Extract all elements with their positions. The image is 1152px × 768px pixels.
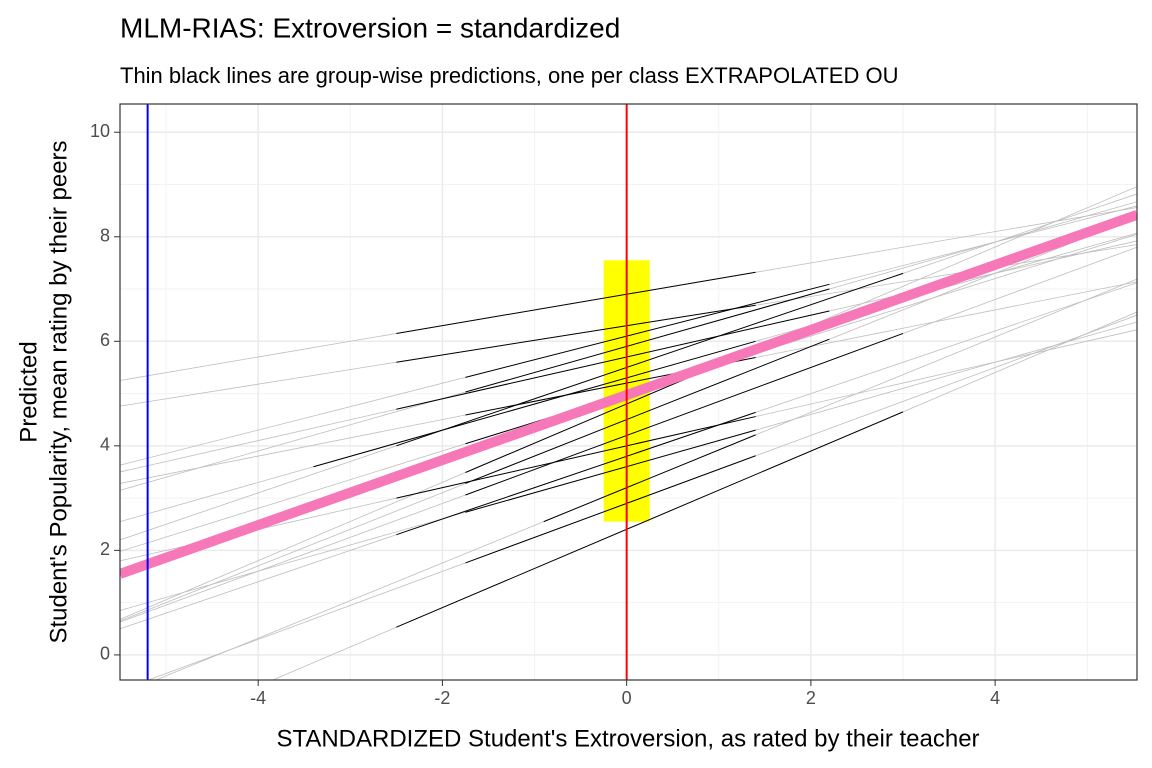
group-line (543, 434, 756, 523)
y-axis-label: Predicted (15, 341, 42, 442)
fixed-effect-line (120, 210, 1137, 579)
group-line (465, 338, 830, 484)
y-tick-label: 6 (100, 330, 110, 350)
group-line (396, 416, 756, 499)
panel-border (119, 103, 1138, 681)
chart-subtitle: Thin black lines are group-wise predicti… (120, 63, 898, 88)
x-axis-label: STANDARDIZED Student's Extroversion, as … (276, 725, 979, 752)
y-tick-label: 4 (100, 435, 110, 455)
group-line (465, 332, 904, 496)
x-tick-label: 4 (990, 688, 1000, 708)
y-tick-label: 8 (100, 226, 110, 246)
x-tick-label: -2 (434, 688, 450, 708)
group-line (396, 271, 756, 334)
y-tick-label: 10 (90, 121, 110, 141)
group-line (465, 283, 830, 378)
y-axis-label: Student's Popularity, mean rating by the… (45, 140, 72, 643)
group-line (396, 411, 756, 536)
x-tick-label: 0 (622, 688, 632, 708)
y-tick-label: 0 (100, 644, 110, 664)
plot-area (120, 104, 1137, 680)
x-tick-label: 2 (806, 688, 816, 708)
chart-title: MLM-RIAS: Extroversion = standardized (120, 12, 620, 43)
group-line (396, 304, 756, 363)
group-line (465, 429, 756, 513)
group-line (396, 310, 830, 410)
group-line (396, 272, 904, 447)
group-line (396, 411, 904, 628)
y-tick-label: 2 (100, 539, 110, 559)
group-line (313, 340, 756, 468)
axes: -4 -2 0 2 4 0 2 4 6 8 10 (90, 103, 1138, 708)
group-line (465, 288, 830, 393)
x-tick-label: -4 (250, 688, 266, 708)
group-line (465, 455, 756, 564)
